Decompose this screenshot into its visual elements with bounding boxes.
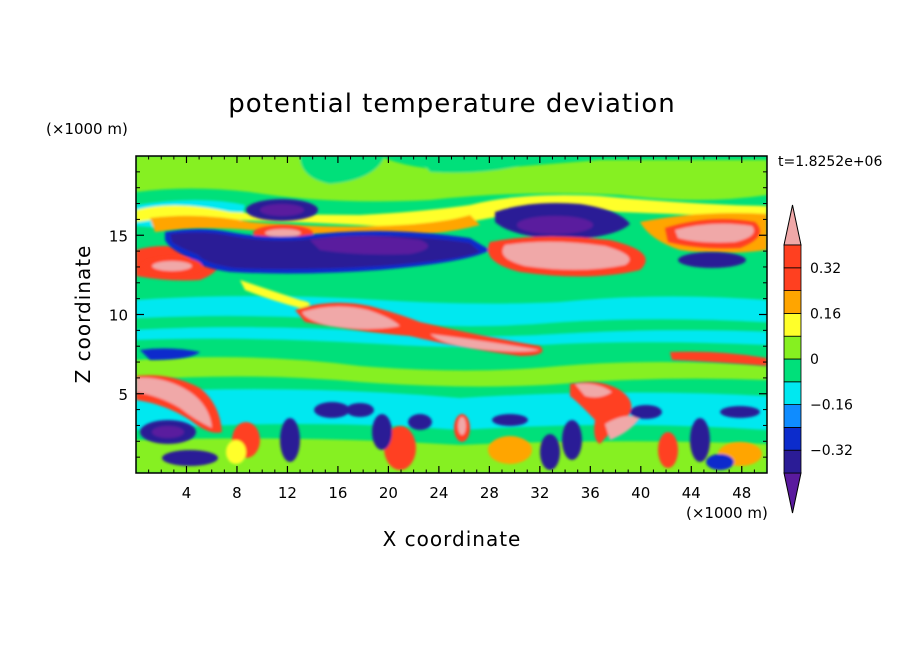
blob-low-navy-11 — [720, 406, 760, 418]
x-tick-label-28: 28 — [480, 484, 499, 502]
y-tick-label-10: 10 — [109, 307, 128, 325]
blob-mid-left-navy — [140, 348, 200, 360]
colorbar-label: −0.16 — [810, 398, 853, 414]
colorbar-label: 0.16 — [810, 306, 841, 322]
x-tick-label-16: 16 — [328, 484, 347, 502]
x-tick-label-44: 44 — [682, 484, 701, 502]
band-mid-green — [136, 315, 767, 337]
x-tick-label-4: 4 — [182, 484, 192, 502]
blob-right-streak-red — [670, 351, 767, 366]
blob-pink-lens-right — [502, 241, 630, 270]
x-tick-label-32: 32 — [530, 484, 549, 502]
blob-low-pink-right-2 — [605, 416, 640, 440]
blob-tilted-pink — [302, 306, 400, 329]
colorbar-label: 0 — [810, 352, 819, 368]
colorbar: 0.32 0.16 0 −0.16 −0.32 — [783, 204, 853, 514]
blob-low-navy-3 — [280, 418, 300, 462]
blob-low-pink-1 — [458, 417, 466, 435]
band-mid-cyan — [136, 296, 767, 347]
colorbar-extend-high — [783, 204, 802, 246]
x-axis: 4 8 12 16 20 24 28 32 36 40 44 48 — [148, 156, 755, 502]
y-axis-label: Z coordinate — [71, 245, 95, 384]
x-tick-label-8: 8 — [232, 484, 242, 502]
blob-tilted-pink-tail — [430, 334, 540, 352]
blob-low-pink-right-red — [570, 382, 632, 444]
colorbar-bin-9 — [783, 244, 802, 269]
band-upper-light-green — [136, 156, 767, 202]
blob-lower-left-purple — [152, 426, 184, 438]
y-tick-label-15: 15 — [109, 227, 128, 245]
x-unit-label: (×1000 m) — [686, 504, 768, 522]
blob-upper-left-purple — [260, 204, 304, 216]
blob-low-navy-10 — [690, 418, 710, 462]
colorbar-label: −0.32 — [810, 443, 853, 459]
blob-low-orange-1 — [488, 436, 532, 464]
band-top-green-patch — [300, 156, 385, 184]
blob-low-navy-9 — [630, 405, 662, 419]
colorbar-bin-3 — [783, 381, 802, 405]
colorbar-bin-8 — [783, 267, 802, 291]
band-lower-light-green — [136, 357, 767, 387]
blob-low-navy-1 — [314, 402, 350, 418]
band-top-green-patch-2 — [420, 160, 520, 173]
blob-left-pink — [152, 261, 192, 271]
x-tick-label-36: 36 — [581, 484, 600, 502]
time-label: t=1.8252e+06 — [778, 154, 882, 170]
colorbar-label: 0.32 — [810, 261, 841, 277]
blob-low-navy-7 — [540, 434, 560, 470]
blob-tilted-yellow — [240, 280, 310, 308]
contour-field — [136, 156, 767, 473]
blob-large-trough-purple — [310, 236, 428, 255]
colorbar-bin-0 — [783, 449, 802, 474]
blob-low-red-2 — [384, 426, 416, 470]
blob-low-red-4 — [658, 432, 678, 468]
blob-pink-lens-far-right — [675, 223, 754, 243]
blob-lower-left-pink-core — [136, 377, 212, 428]
y-axis: 5 10 15 — [109, 171, 767, 458]
blob-low-navy-5 — [408, 414, 432, 430]
chart-title: potential temperature deviation — [228, 89, 675, 119]
blob-low-pink-right — [575, 383, 612, 398]
x-tick-label-40: 40 — [631, 484, 650, 502]
blob-low-navy-8 — [562, 420, 582, 460]
blob-low-navy-6 — [492, 414, 528, 426]
x-tick-label-12: 12 — [278, 484, 297, 502]
x-tick-label-20: 20 — [379, 484, 398, 502]
blob-pink-lens-small-core — [265, 229, 301, 237]
x-tick-label-24: 24 — [429, 484, 448, 502]
colorbar-bin-7 — [783, 290, 802, 314]
colorbar-bin-5 — [783, 335, 802, 360]
y-tick-label-5: 5 — [118, 386, 128, 404]
blob-right-navy — [678, 252, 746, 268]
colorbar-bin-4 — [783, 358, 802, 383]
colorbar-bin-6 — [783, 312, 802, 337]
colorbar-bin-1 — [783, 426, 802, 451]
colorbar-bin-2 — [783, 404, 802, 428]
band-upper-orange — [150, 215, 480, 237]
blob-upper-right-purple — [517, 216, 593, 234]
colorbar-extend-low — [783, 472, 802, 514]
x-axis-label: X coordinate — [383, 527, 522, 551]
blob-low-navy-2 — [346, 403, 374, 417]
blob-low-yellow-1 — [226, 440, 246, 464]
blob-low-navy-4 — [372, 414, 392, 450]
y-unit-label: (×1000 m) — [46, 120, 128, 138]
x-tick-label-48: 48 — [732, 484, 751, 502]
blob-bottom-left-navy — [162, 450, 218, 466]
blob-low-blue-1 — [706, 454, 734, 470]
